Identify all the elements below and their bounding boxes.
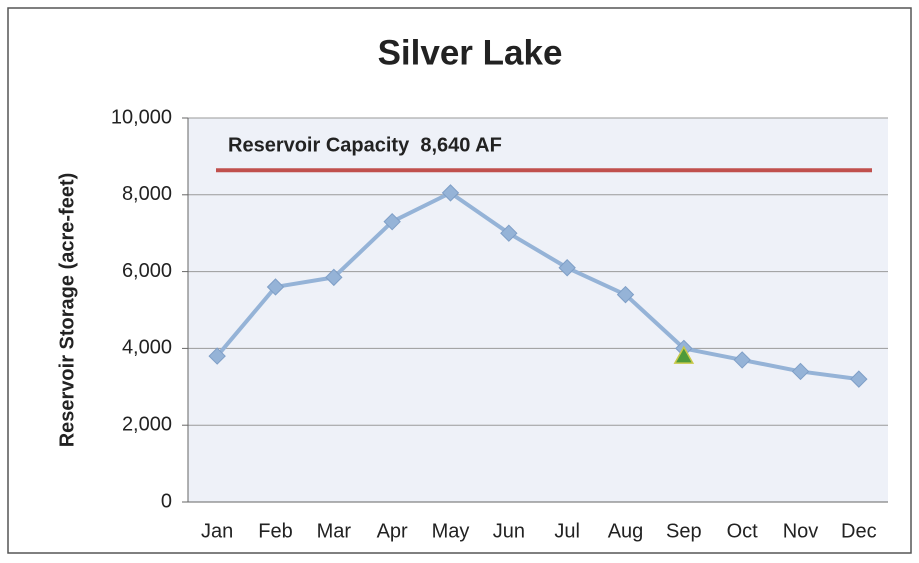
diamond-marker xyxy=(266,278,285,296)
plot-area xyxy=(188,118,888,502)
y-tick-label: 2,000 xyxy=(122,413,172,435)
x-tick-label: Aug xyxy=(608,520,644,542)
x-tick-label: Jan xyxy=(201,520,233,542)
x-tick-label: Dec xyxy=(841,520,877,542)
diamond-marker xyxy=(383,212,401,231)
x-tick-label: Jul xyxy=(554,520,580,542)
x-tick-label: Sep xyxy=(666,520,702,542)
x-tick-label: Apr xyxy=(377,520,408,542)
series-line xyxy=(215,190,860,382)
chart-title: Silver Lake xyxy=(378,33,563,72)
diamond-marker xyxy=(558,259,576,277)
y-tick-label: 8,000 xyxy=(122,183,172,205)
y-tick-label: 0 xyxy=(161,490,172,512)
diamond-marker xyxy=(208,347,226,365)
diamond-marker xyxy=(850,370,868,388)
y-tick-label: 10,000 xyxy=(111,106,172,128)
diamond-marker xyxy=(441,184,460,202)
capacity-label: Reservoir Capacity 8,640 AF xyxy=(228,135,502,157)
diamond-marker xyxy=(791,362,810,381)
x-tick-label: Nov xyxy=(783,520,819,542)
x-tick-label: Feb xyxy=(258,520,292,542)
x-tick-label: May xyxy=(432,520,470,542)
triangle-marker xyxy=(673,345,695,364)
y-tick-label: 6,000 xyxy=(122,260,172,282)
diamond-marker xyxy=(733,351,751,369)
x-tick-label: Jun xyxy=(493,520,525,542)
x-tick-label: Mar xyxy=(317,520,352,542)
y-axis-label: Reservoir Storage (acre-feet) xyxy=(56,173,78,448)
diamond-marker xyxy=(616,285,635,304)
diamond-marker xyxy=(500,224,518,242)
x-tick-label: Oct xyxy=(727,520,759,542)
y-tick-label: 4,000 xyxy=(122,337,172,359)
diamond-marker xyxy=(325,268,343,287)
